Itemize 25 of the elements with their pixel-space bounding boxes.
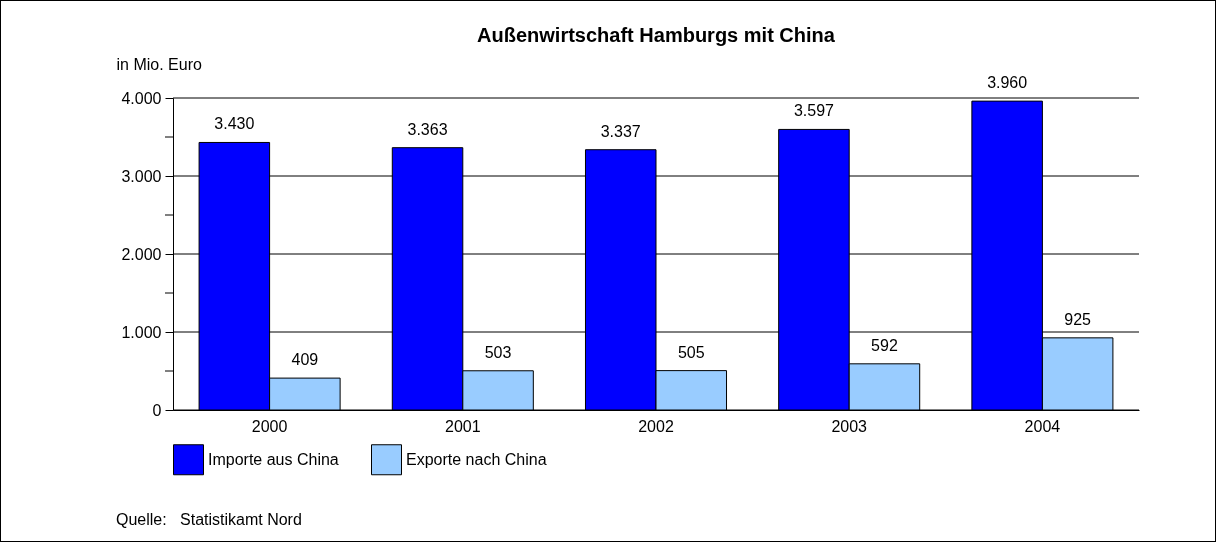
x-tick-label: 2002	[638, 417, 674, 435]
y-tick-label: 4.000	[121, 89, 162, 107]
x-tick-label: 2001	[445, 417, 481, 435]
data-label: 503	[484, 343, 512, 361]
data-label: 925	[1064, 310, 1092, 328]
y-tick-label: 3.000	[121, 167, 162, 185]
legend-label: Importe aus China	[208, 450, 339, 468]
x-tick-label: 2004	[1024, 417, 1061, 435]
data-label: 3.337	[600, 122, 641, 140]
y-tick-label: 0	[152, 401, 162, 419]
chart-title: Außenwirtschaft Hamburgs mit China	[477, 24, 836, 46]
data-label: 3.430	[214, 115, 255, 133]
data-label: 409	[291, 351, 319, 369]
y-axis-title: in Mio. Euro	[116, 55, 202, 73]
data-label: 592	[871, 336, 898, 354]
x-tick-label: 2003	[831, 417, 868, 435]
data-label: 3.960	[987, 74, 1028, 92]
data-label: 3.363	[407, 120, 448, 138]
data-label: 3.597	[793, 102, 835, 120]
y-tick-label: 2.000	[121, 245, 162, 263]
x-tick-label: 2000	[251, 417, 288, 435]
legend-label: Exporte nach China	[406, 450, 547, 468]
data-label: 505	[677, 343, 705, 361]
y-tick-label: 1.000	[121, 323, 162, 341]
source-note: Quelle: Statistikamt Nord	[116, 511, 302, 529]
